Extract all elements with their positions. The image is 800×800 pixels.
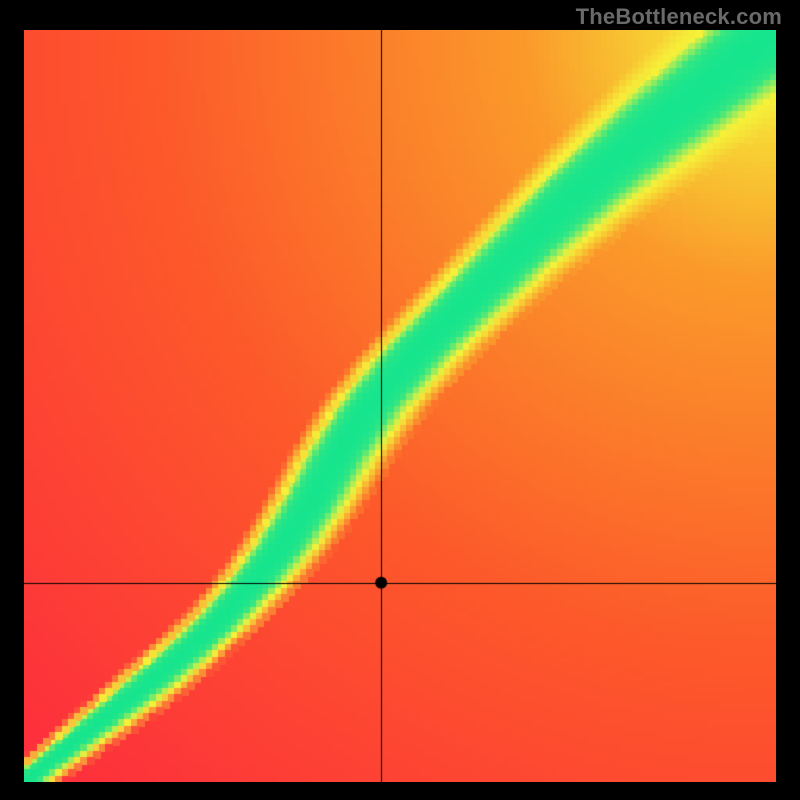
watermark-text: TheBottleneck.com: [576, 4, 782, 30]
chart-container: TheBottleneck.com: [0, 0, 800, 800]
bottleneck-heatmap: [24, 30, 776, 782]
